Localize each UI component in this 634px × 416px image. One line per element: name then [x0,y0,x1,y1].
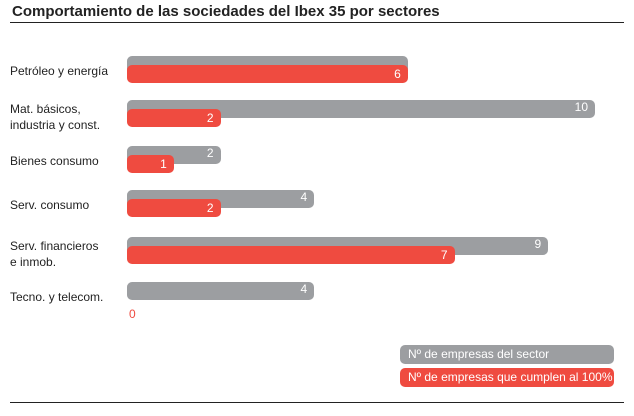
bar-cumplen: 6 [127,65,408,83]
chart-title: Comportamiento de las sociedades del Ibe… [12,3,440,20]
data-label: 6 [394,67,401,81]
data-label: 0 [129,307,136,321]
category-label-line: Serv. financieros [10,239,99,253]
bar-cumplen: 7 [127,246,455,264]
bar-cumplen: 2 [127,109,221,127]
bar-cumplen: 2 [127,199,221,217]
top-rule [10,22,624,23]
category-label: Petróleo y energía [10,63,108,79]
category-label: Serv. financieros e inmob. [10,238,98,270]
bottom-rule [10,402,624,403]
category-label-line: Mat. básicos, [10,102,81,116]
category-label-line: Serv. consumo [10,198,90,212]
category-label: Bienes consumo [10,153,99,169]
category-label: Mat. básicos, industria y const. [10,101,100,133]
category-label: Serv. consumo [10,197,89,213]
category-label-line: Petróleo y energía [10,64,109,78]
category-label: Tecno. y telecom. [10,289,103,305]
category-label-line: industria y const. [10,118,101,132]
category-label-line: Bienes consumo [10,154,99,168]
data-label: 2 [206,146,214,160]
data-label: 7 [440,248,448,262]
data-label: 9 [534,237,542,251]
legend-sector: Nº de empresas del sector [400,345,614,364]
data-label: 2 [206,201,214,215]
legend-cumplen: Nº de empresas que cumplen al 100% [400,368,614,387]
data-label: 10 [574,100,588,114]
category-label-line: Tecno. y telecom. [10,290,104,304]
data-label: 4 [300,282,308,296]
data-label: 2 [206,111,214,125]
data-label: 1 [160,157,167,171]
data-label: 4 [300,190,308,204]
bar-sector: 10 [127,100,595,118]
bar-sector: 4 [127,282,315,300]
bar-cumplen: 1 [127,155,174,173]
category-label-line: e inmob. [10,255,57,269]
